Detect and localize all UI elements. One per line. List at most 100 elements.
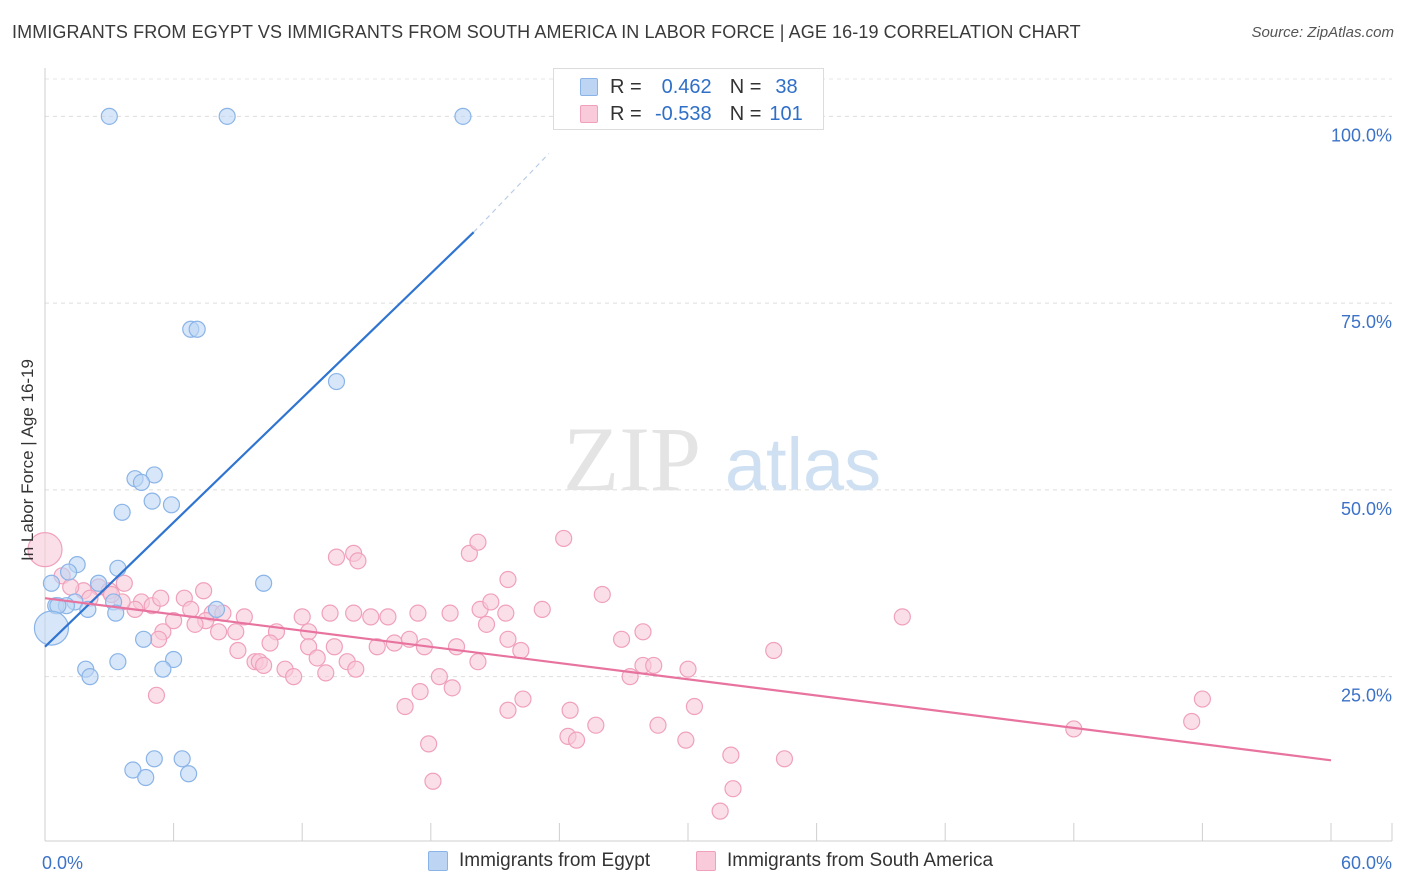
y-tick-label: 75.0% xyxy=(1341,312,1392,332)
r-label: R = xyxy=(610,75,642,98)
south-america-point xyxy=(195,582,213,600)
south-america-point xyxy=(722,746,740,764)
egypt-point xyxy=(59,563,78,581)
egypt-point xyxy=(33,610,70,646)
egypt-point xyxy=(218,107,236,125)
south-america-point xyxy=(482,593,500,611)
r-label: R = xyxy=(610,102,642,125)
legend-item-south-america[interactable]: Immigrants from South America xyxy=(696,850,993,872)
tick-labels-layer: 25.0% 50.0% 75.0% 100.0% 0.0% 60.0% xyxy=(42,125,1392,873)
south-america-point xyxy=(62,578,80,596)
south-america-point xyxy=(27,532,63,568)
south-america-point xyxy=(147,686,166,704)
south-america-point xyxy=(765,641,783,660)
stats-legend: R = 0.462 N = 38 R = -0.538 N = 101 xyxy=(553,68,824,130)
south-america-point xyxy=(345,604,363,622)
egypt-point xyxy=(165,650,183,669)
x-tick-label: 60.0% xyxy=(1341,853,1392,873)
south-america-point xyxy=(321,604,339,622)
egypt-point xyxy=(180,765,198,783)
egypt-point xyxy=(327,372,346,391)
south-america-point xyxy=(561,701,579,719)
south-america-point xyxy=(347,660,365,678)
south-america-point xyxy=(514,690,532,708)
south-america-point xyxy=(285,668,303,686)
south-america-point xyxy=(649,716,667,734)
chart-title: IMMIGRANTS FROM EGYPT VS IMMIGRANTS FROM… xyxy=(12,22,1081,42)
south-america-point xyxy=(499,630,517,648)
axes-layer xyxy=(44,68,1393,842)
south-america-point xyxy=(645,656,663,675)
south-america-point xyxy=(327,548,346,566)
south-america-point xyxy=(149,630,168,648)
south-america-point xyxy=(152,589,170,607)
south-america-point xyxy=(325,638,343,656)
south-america-point xyxy=(308,649,326,667)
egypt-point xyxy=(109,653,127,671)
egypt-legend-icon xyxy=(428,851,448,871)
egypt-trendline-extension xyxy=(473,153,550,233)
south-america-point xyxy=(677,731,695,749)
r-value: 0.462 xyxy=(661,75,712,98)
south-america-point xyxy=(555,529,573,548)
south-america-point xyxy=(420,735,438,753)
stats-row-egypt: R = 0.462 N = 38 xyxy=(554,74,798,100)
south-america-point xyxy=(362,608,380,626)
egypt-point xyxy=(154,660,172,678)
south-america-point xyxy=(317,664,335,682)
south-america-point xyxy=(724,780,742,798)
egypt-point xyxy=(132,473,151,492)
south-america-point xyxy=(1193,690,1212,708)
south-america-point xyxy=(229,641,247,660)
south-america-point xyxy=(443,679,461,697)
y-tick-label: 25.0% xyxy=(1341,686,1392,706)
stats-row-south-america: R = -0.538 N = 101 xyxy=(554,101,803,127)
south-america-point xyxy=(411,682,429,701)
source-label: Source: ZipAtlas.com xyxy=(1251,24,1394,41)
south-america-point xyxy=(115,574,133,592)
south-america-point xyxy=(441,604,459,622)
n-label: N = xyxy=(729,75,762,98)
south-america-trendline xyxy=(44,597,1332,762)
south-america-point xyxy=(499,570,517,589)
egypt-point xyxy=(124,761,142,779)
egypt-point xyxy=(89,574,108,592)
south-america-point xyxy=(567,731,586,749)
legend-label: Immigrants from South America xyxy=(727,850,994,871)
egypt-point xyxy=(42,574,61,592)
egypt-point xyxy=(79,600,97,619)
south-america-point xyxy=(469,653,487,671)
legend-item-egypt[interactable]: Immigrants from Egypt xyxy=(428,850,650,872)
legend-label: Immigrants from Egypt xyxy=(459,850,651,871)
egypt-point xyxy=(207,600,226,619)
x-tick-label: 0.0% xyxy=(42,853,83,873)
south-america-point xyxy=(512,641,530,660)
egypt-point xyxy=(107,604,125,622)
r-value: -0.538 xyxy=(654,102,712,125)
south-america-point xyxy=(210,623,228,641)
egypt-point xyxy=(100,107,118,125)
south-america-point xyxy=(379,608,397,626)
south-america-legend-icon xyxy=(696,851,716,871)
egypt-point xyxy=(188,320,206,338)
grid-layer xyxy=(45,78,1392,678)
egypt-point xyxy=(145,750,163,768)
watermark-zip: ZIP xyxy=(563,408,701,510)
egypt-swatch-icon xyxy=(580,78,598,96)
south-america-point xyxy=(261,634,279,652)
south-america-point xyxy=(893,608,911,626)
egypt-point xyxy=(109,559,127,577)
n-value: 38 xyxy=(775,75,798,98)
y-tick-label: 100.0% xyxy=(1331,125,1392,145)
trendlines-layer xyxy=(44,153,1332,762)
egypt-trendline xyxy=(44,231,475,648)
south-america-point xyxy=(711,802,729,820)
south-america-point xyxy=(685,697,704,716)
watermark: ZIP atlas xyxy=(563,408,881,510)
egypt-point xyxy=(143,492,161,510)
egypt-point xyxy=(81,668,99,686)
y-axis-label: In Labor Force | Age 16-19 xyxy=(18,359,37,561)
south-america-point xyxy=(679,660,697,678)
south-america-point xyxy=(430,668,448,686)
